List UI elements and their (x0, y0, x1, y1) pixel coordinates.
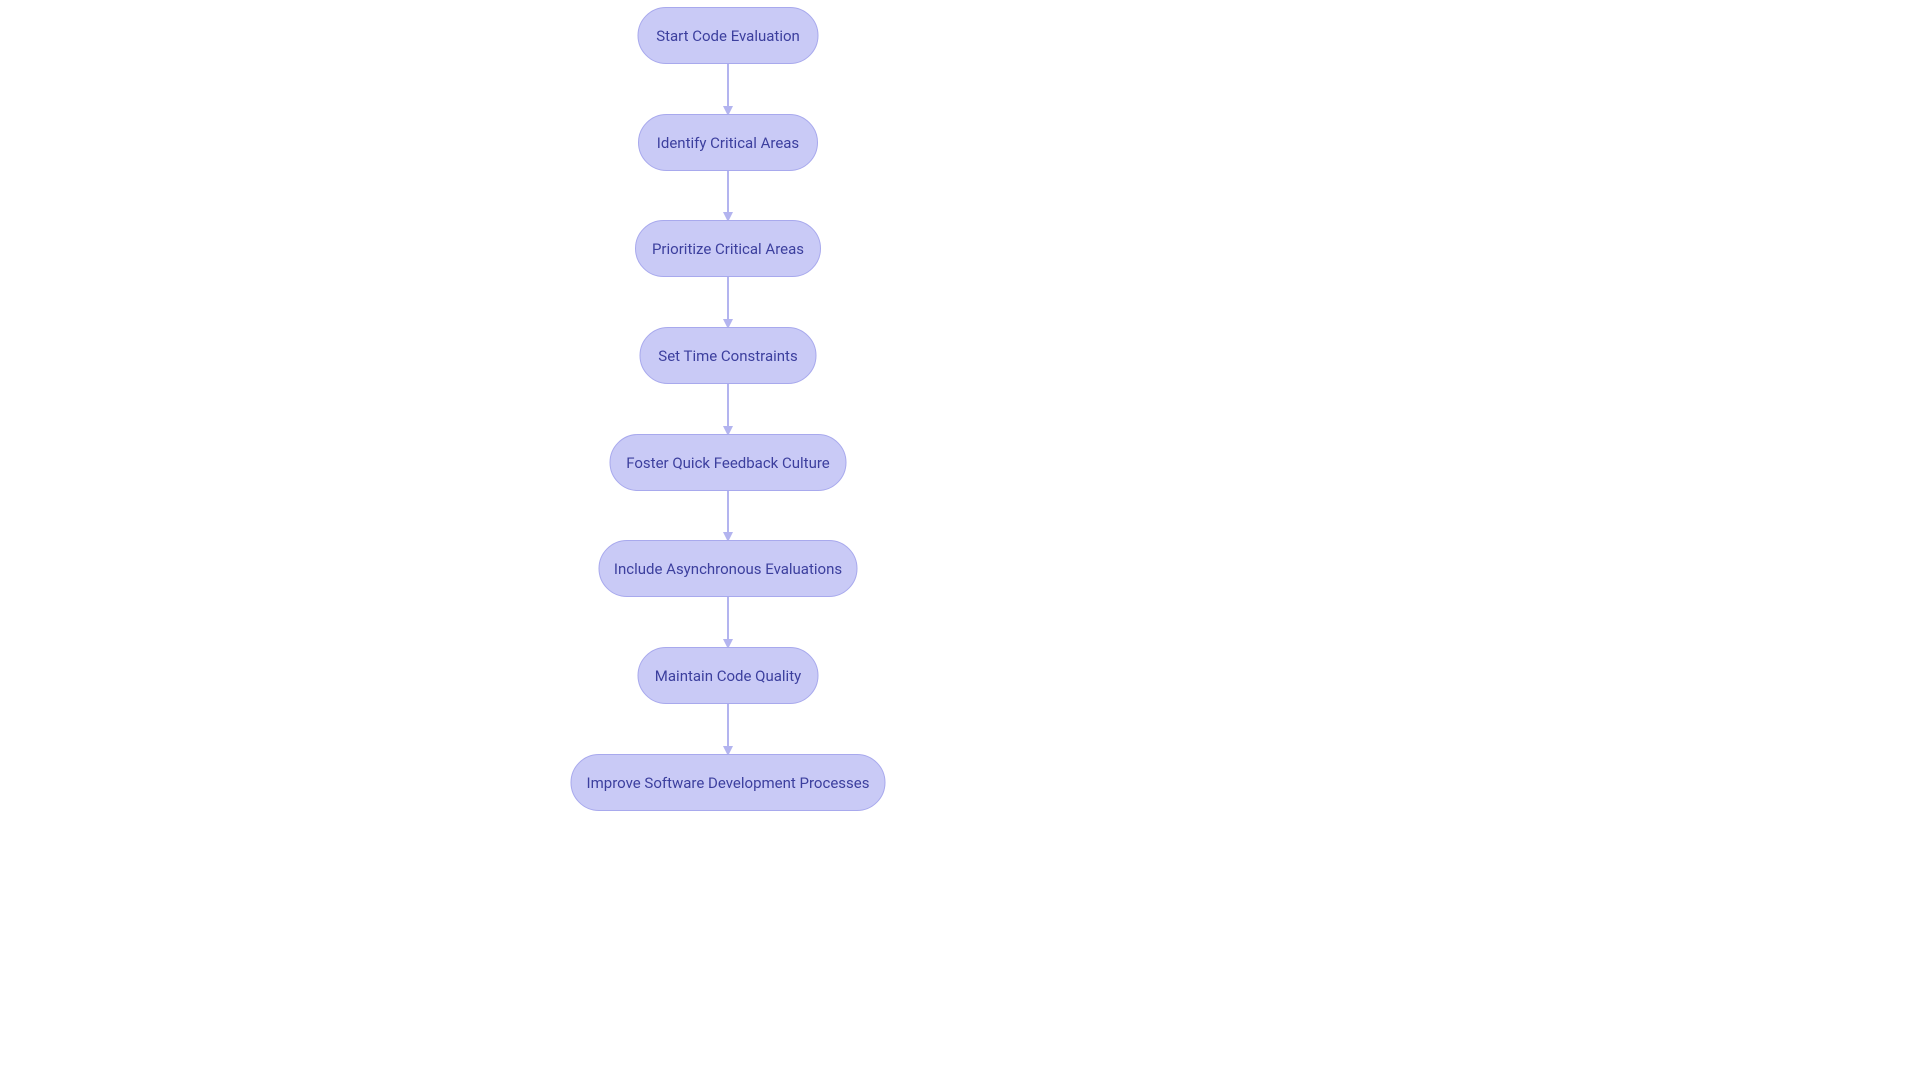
flowchart-node: Prioritize Critical Areas (635, 220, 821, 277)
flowchart-node-label: Prioritize Critical Areas (652, 240, 804, 258)
flowchart-node-label: Improve Software Development Processes (587, 774, 870, 792)
flowchart-node: Start Code Evaluation (638, 7, 819, 64)
flowchart-node: Foster Quick Feedback Culture (610, 434, 847, 491)
flowchart-node-label: Start Code Evaluation (656, 27, 800, 45)
flowchart-node: Improve Software Development Processes (571, 754, 886, 811)
flowchart-node-label: Maintain Code Quality (655, 667, 801, 685)
flowchart-node: Identify Critical Areas (638, 114, 818, 171)
flowchart-node: Include Asynchronous Evaluations (599, 540, 858, 597)
flowchart-canvas: Start Code Evaluation Identify Critical A… (0, 0, 1920, 1080)
flowchart-node-label: Set Time Constraints (658, 347, 797, 365)
flowchart-node-label: Include Asynchronous Evaluations (614, 560, 842, 578)
flowchart-node-label: Identify Critical Areas (657, 134, 799, 152)
flowchart-edges (0, 0, 1920, 1080)
flowchart-node: Maintain Code Quality (638, 647, 819, 704)
flowchart-node-label: Foster Quick Feedback Culture (626, 454, 830, 472)
flowchart-node: Set Time Constraints (640, 327, 817, 384)
